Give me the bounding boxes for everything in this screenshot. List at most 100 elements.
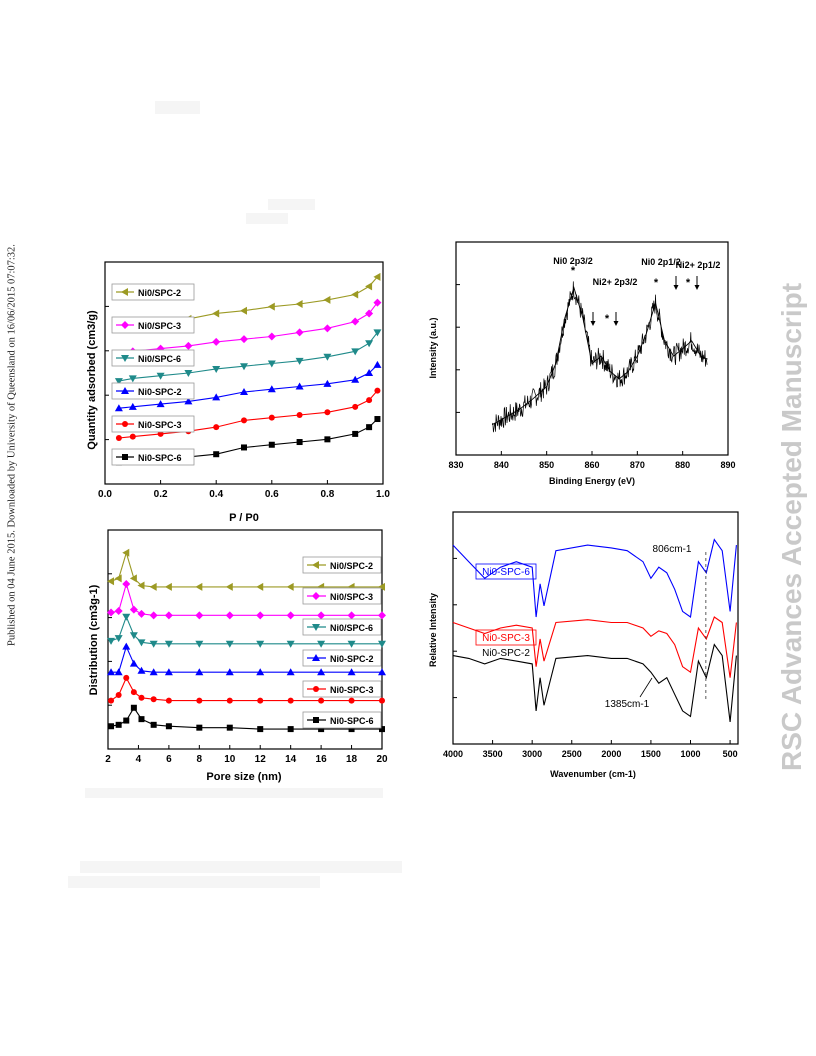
x-tick-label: 12 [255, 754, 267, 765]
data-point [115, 691, 122, 698]
isotherm-xlabel: P / P0 [229, 512, 259, 524]
data-point [240, 306, 247, 315]
data-point [323, 324, 332, 333]
data-point [156, 400, 165, 408]
data-point [379, 697, 385, 704]
data-point [312, 654, 320, 661]
x-tick-label: 4000 [443, 749, 463, 759]
data-point [267, 360, 276, 368]
data-point [107, 668, 116, 676]
data-point [296, 411, 303, 418]
data-point [212, 309, 220, 318]
data-point [347, 640, 356, 648]
x-tick-label: 500 [723, 749, 738, 759]
data-point [295, 357, 304, 365]
data-point [165, 697, 172, 704]
data-point [137, 581, 145, 590]
data-point [165, 723, 172, 730]
data-point [225, 668, 234, 676]
data-point [122, 548, 130, 557]
ftir-frame [452, 511, 739, 745]
data-point [268, 414, 275, 421]
x-tick-label: 1500 [641, 749, 661, 759]
data-point [129, 605, 138, 614]
data-point [365, 282, 373, 291]
data-point [157, 430, 164, 437]
data-point [374, 416, 381, 423]
x-tick-label: 14 [285, 754, 297, 765]
data-point [378, 611, 386, 620]
data-point [129, 574, 137, 583]
data-point [115, 434, 122, 441]
xps-xlabel: Binding Energy (eV) [549, 476, 635, 486]
legend-label: Ni0/SPC-2 [330, 561, 373, 571]
data-point [241, 417, 247, 424]
data-point [149, 611, 158, 620]
peak-star: * [571, 265, 576, 277]
data-point [130, 689, 137, 696]
data-point [373, 298, 382, 307]
legend-label: Ni0-SPC-2 [138, 387, 182, 397]
x-tick-label: 3000 [522, 749, 542, 759]
legend-box [111, 415, 195, 433]
legend-box [111, 283, 195, 301]
data-point [373, 329, 382, 337]
legend-box [302, 556, 382, 574]
data-point [351, 348, 360, 356]
data-point [121, 387, 129, 394]
data-point [365, 340, 374, 348]
pore-chart: 2 4 6 8 10 12 14 16 18 20 Ni0/SPC-2 Ni0/SPC-3 Ni0/S… [88, 529, 388, 783]
data-point [122, 454, 128, 460]
data-point [114, 574, 122, 583]
data-point [323, 353, 332, 361]
data-point [313, 686, 319, 692]
x-tick-label: 880 [675, 460, 690, 470]
data-point [352, 403, 359, 410]
legend-box [302, 649, 382, 667]
legend-box [111, 349, 195, 367]
series-label-box [475, 629, 537, 646]
data-point [107, 577, 115, 586]
data-point [184, 341, 193, 350]
data-point [137, 609, 146, 618]
data-point [212, 337, 221, 346]
data-point [129, 433, 136, 440]
data-point [267, 332, 276, 341]
data-point [286, 640, 295, 648]
data-point [257, 726, 264, 733]
data-point [373, 360, 382, 368]
data-point [323, 295, 331, 304]
xps-chart: 830 840 850 860 870 880 890 Ni0 2p3/2 Ni2+ 2p3/… [428, 241, 736, 486]
data-point [137, 639, 146, 647]
data-point [317, 611, 326, 620]
legend-label: Ni0/SPC-6 [330, 623, 373, 633]
data-point [164, 582, 172, 591]
x-tick-label: 3500 [483, 749, 503, 759]
peak-arrowhead [694, 285, 700, 290]
data-point [256, 668, 265, 676]
legend-label: Ni0/SPC-2 [138, 288, 181, 298]
x-tick-label: 0.6 [265, 489, 279, 500]
data-point [365, 369, 374, 376]
redaction-strip [85, 788, 383, 798]
data-point [129, 659, 138, 667]
data-point [164, 640, 173, 648]
redaction-strip [68, 876, 320, 888]
data-point [108, 697, 115, 704]
legend-label: Ni0-SPC-3 [330, 685, 374, 695]
data-point [225, 640, 234, 648]
legend-label: Ni0-SPC-6 [330, 716, 374, 726]
data-point [240, 363, 248, 371]
data-point [240, 387, 248, 395]
data-point [374, 387, 381, 394]
data-point [107, 608, 116, 617]
data-point [129, 632, 138, 640]
data-point [149, 668, 158, 676]
data-point [164, 668, 173, 676]
data-point [351, 375, 360, 383]
data-point [318, 726, 325, 733]
legend-label: Ni0/SPC-3 [138, 321, 181, 331]
data-point [123, 717, 130, 724]
x-tick-label: 890 [720, 460, 735, 470]
data-point [213, 451, 220, 458]
